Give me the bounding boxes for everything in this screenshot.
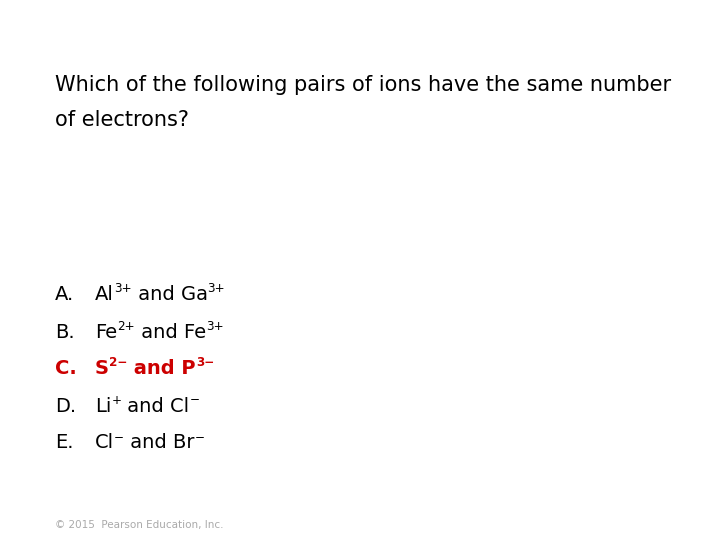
Text: 3+: 3+ <box>114 282 132 295</box>
Text: 2−: 2− <box>109 356 127 369</box>
Text: 3+: 3+ <box>206 320 223 333</box>
Text: 2+: 2+ <box>117 320 135 333</box>
Text: Fe: Fe <box>95 322 117 341</box>
Text: −: − <box>114 430 124 443</box>
Text: © 2015  Pearson Education, Inc.: © 2015 Pearson Education, Inc. <box>55 520 223 530</box>
Text: Which of the following pairs of ions have the same number: Which of the following pairs of ions hav… <box>55 75 671 95</box>
Text: −: − <box>194 430 204 443</box>
Text: E.: E. <box>55 434 73 453</box>
Text: Cl: Cl <box>95 434 114 453</box>
Text: 3−: 3− <box>196 356 214 369</box>
Text: 3+: 3+ <box>207 282 225 295</box>
Text: of electrons?: of electrons? <box>55 110 189 130</box>
Text: C.: C. <box>55 360 77 379</box>
Text: −: − <box>189 394 199 407</box>
Text: B.: B. <box>55 322 75 341</box>
Text: A.: A. <box>55 286 74 305</box>
Text: S: S <box>95 360 109 379</box>
Text: and Fe: and Fe <box>135 322 206 341</box>
Text: D.: D. <box>55 396 76 415</box>
Text: Al: Al <box>95 286 114 305</box>
Text: and P: and P <box>127 360 196 379</box>
Text: and Ga: and Ga <box>132 286 207 305</box>
Text: +: + <box>112 394 122 407</box>
Text: Li: Li <box>95 396 112 415</box>
Text: and Br: and Br <box>124 434 194 453</box>
Text: and Cl: and Cl <box>122 396 189 415</box>
